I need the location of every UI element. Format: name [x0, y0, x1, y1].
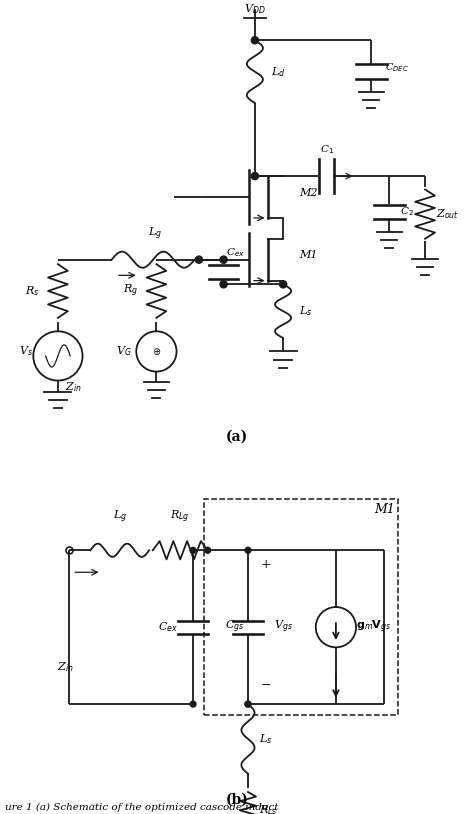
Circle shape — [190, 547, 196, 554]
Circle shape — [245, 701, 251, 707]
Text: R$_{Ls}$: R$_{Ls}$ — [259, 803, 278, 814]
Text: $\oplus$: $\oplus$ — [152, 346, 161, 357]
Text: Z$_{in}$: Z$_{in}$ — [64, 381, 82, 394]
Text: M1: M1 — [299, 250, 317, 260]
Text: Z$_{in}$: Z$_{in}$ — [56, 661, 73, 674]
Circle shape — [195, 256, 202, 263]
Text: L$_g$: L$_g$ — [113, 508, 127, 525]
Text: V$_s$: V$_s$ — [19, 344, 33, 358]
Circle shape — [220, 281, 227, 288]
Text: L$_g$: L$_g$ — [148, 225, 163, 242]
Circle shape — [190, 701, 196, 707]
Text: (a): (a) — [226, 429, 248, 443]
Text: R$_{Lg}$: R$_{Lg}$ — [171, 508, 190, 525]
Text: R$_g$: R$_g$ — [123, 282, 138, 300]
Text: V$_{gs}$: V$_{gs}$ — [273, 619, 292, 636]
Text: C$_1$: C$_1$ — [319, 143, 334, 156]
Text: M2: M2 — [299, 187, 317, 198]
Text: C$_{ex}$: C$_{ex}$ — [158, 620, 178, 634]
Text: V$_{DD}$: V$_{DD}$ — [244, 2, 266, 15]
Text: −: − — [261, 680, 272, 692]
Circle shape — [245, 701, 251, 707]
Text: L$_s$: L$_s$ — [259, 732, 273, 746]
Circle shape — [251, 173, 258, 180]
Text: ure 1 (a) Schematic of the optimized cascode induct: ure 1 (a) Schematic of the optimized cas… — [5, 803, 278, 812]
Text: (b): (b) — [226, 793, 248, 807]
Text: C$_{gs}$: C$_{gs}$ — [225, 619, 244, 636]
Circle shape — [251, 37, 258, 44]
Text: C$_2$: C$_2$ — [401, 205, 414, 218]
Text: C$_{ex}$: C$_{ex}$ — [226, 246, 245, 259]
Circle shape — [245, 547, 251, 554]
Text: V$_G$: V$_G$ — [116, 344, 132, 358]
Circle shape — [280, 281, 287, 288]
Text: Z$_{out}$: Z$_{out}$ — [436, 208, 459, 221]
Text: M1: M1 — [374, 502, 394, 515]
Text: L$_d$: L$_d$ — [271, 65, 285, 78]
Text: +: + — [261, 558, 272, 571]
Circle shape — [220, 256, 227, 263]
Text: C$_{DEC}$: C$_{DEC}$ — [385, 61, 409, 73]
Text: L$_s$: L$_s$ — [299, 304, 312, 318]
Text: $\mathbf{g}$$_m$$\mathbf{V}$$_{gs}$: $\mathbf{g}$$_m$$\mathbf{V}$$_{gs}$ — [356, 619, 392, 636]
Text: R$_s$: R$_s$ — [26, 284, 40, 298]
Circle shape — [205, 547, 210, 554]
